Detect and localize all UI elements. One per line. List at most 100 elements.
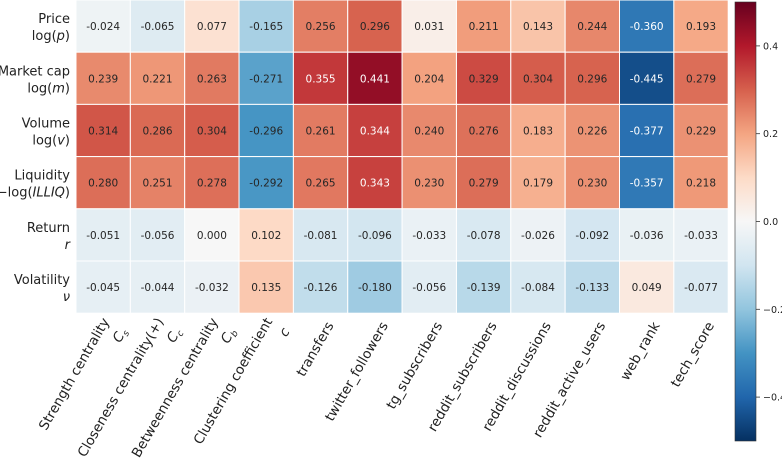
svg-text:tech_score: tech_score [668,319,718,390]
heatmap-cell [564,0,621,53]
cell-value-label: -0.360 [630,21,664,33]
heatmap-cell [510,260,566,314]
heatmap-cell [401,51,457,105]
cell-value-label: -0.036 [630,230,664,242]
colorbar-tick-label: 0.4 [763,41,778,52]
heatmap-cell [75,103,131,158]
cell-value-label: 0.204 [414,73,444,85]
heatmap-cell [347,260,403,314]
column-label: web_rank [617,319,663,383]
cell-value-label: 0.280 [88,178,118,190]
colorbar: 0.4 0.2 0.0 −0.2 −0.4 [734,1,782,442]
heatmap-cell [75,156,131,210]
column-label: transfers [293,319,337,379]
row-label: Price [38,12,70,27]
heatmap-cell [292,103,349,158]
cell-value-label: -0.133 [575,282,609,294]
heatmap-cell [129,0,186,53]
cell-value-label: 0.183 [523,126,553,138]
cell-value-label: 0.239 [88,73,118,85]
cell-value-label: -0.081 [304,230,338,242]
svg-text:tg_subscribers: tg_subscribers [383,319,446,412]
cell-value-label: 0.343 [360,178,390,190]
heatmap-cell [401,260,457,314]
svg-text:web_rank: web_rank [617,319,663,383]
heatmap-cell [75,260,131,314]
cell-value-label: -0.180 [358,282,392,294]
cell-value-label: 0.329 [469,73,499,85]
heatmap-cell [75,208,131,262]
cell-value-label: 0.230 [577,178,607,190]
heatmap-cell [292,156,349,210]
cell-value-label: 0.344 [360,126,390,138]
heatmap-cell [238,0,294,53]
cell-value-label: 0.279 [469,178,499,190]
heatmap-cell [292,208,349,262]
cell-value-label: 0.286 [142,126,172,138]
column-sublabel: Cb [218,325,241,347]
heatmap-cell [673,156,729,210]
heatmap-cell [673,0,729,53]
column-sublabel: Cc [164,325,187,347]
column-sublabel: Cs [110,325,133,347]
heatmap-cell [184,0,240,53]
row-label: Return [27,221,70,236]
cell-value-label: 0.211 [469,21,499,33]
cell-value-label: -0.357 [630,178,664,190]
cell-value-label: 0.304 [523,73,553,85]
cell-value-label: -0.084 [521,282,555,294]
cell-value-label: 0.314 [88,126,118,138]
row-labels: Price log(p) Market cap log(m) Volume log(v) L… [0,12,72,305]
colorbar-gradient [734,1,757,442]
colorbar-tick-label: −0.4 [763,393,782,404]
cell-value-label: 0.276 [469,126,499,138]
cell-value-label: 0.441 [360,73,390,85]
cell-value-label: -0.445 [630,73,664,85]
cell-value-label: 0.135 [251,282,281,294]
cell-value-label: -0.026 [521,230,555,242]
cell-value-label: 0.304 [197,126,227,138]
heatmap-value-labels: -0.024 -0.065 0.077 -0.165 0.256 0.296 0.031 0.… [86,21,718,294]
cell-value-label: -0.056 [141,230,175,242]
cell-value-label: -0.126 [304,282,338,294]
cell-value-label: -0.033 [684,230,718,242]
heatmap-cell [238,103,294,158]
cell-value-label: -0.096 [358,230,392,242]
cell-value-label: 0.077 [197,21,227,33]
heatmap-cell [129,260,186,314]
cell-value-label: -0.139 [467,282,501,294]
cell-value-label: 0.355 [306,73,336,85]
heatmap-cell [455,51,512,105]
heatmap-cell [129,51,186,105]
cell-value-label: 0.240 [414,126,444,138]
heatmap-cell [564,51,621,105]
cell-value-label: 0.179 [523,178,553,190]
cell-value-label: 0.000 [197,230,227,242]
heatmap-cell [619,208,675,262]
cell-value-label: -0.296 [249,126,283,138]
row-label: Market cap [0,64,70,79]
cell-value-label: 0.226 [577,126,607,138]
heatmap-cell [673,260,729,314]
cell-value-label: 0.296 [360,21,390,33]
heatmap-cell [347,0,403,53]
heatmap-cell [184,260,240,314]
cell-value-label: -0.165 [249,21,283,33]
cell-value-label: -0.077 [684,282,718,294]
cell-value-label: 0.218 [686,178,716,190]
cell-value-label: -0.024 [86,21,120,33]
heatmap-cell [129,208,186,262]
cell-value-label: 0.251 [142,178,172,190]
column-label: tg_subscribers [383,319,446,412]
heatmap-cell [619,103,675,158]
cell-value-label: 0.244 [577,21,607,33]
cell-value-label: 0.230 [414,178,444,190]
heatmap-cell [347,51,403,105]
row-sublabel: r [65,238,72,253]
heatmap-cell [510,51,566,105]
cell-value-label: 0.256 [306,21,336,33]
row-sublabel: log(v) [32,134,70,149]
cell-value-label: 0.263 [197,73,227,85]
